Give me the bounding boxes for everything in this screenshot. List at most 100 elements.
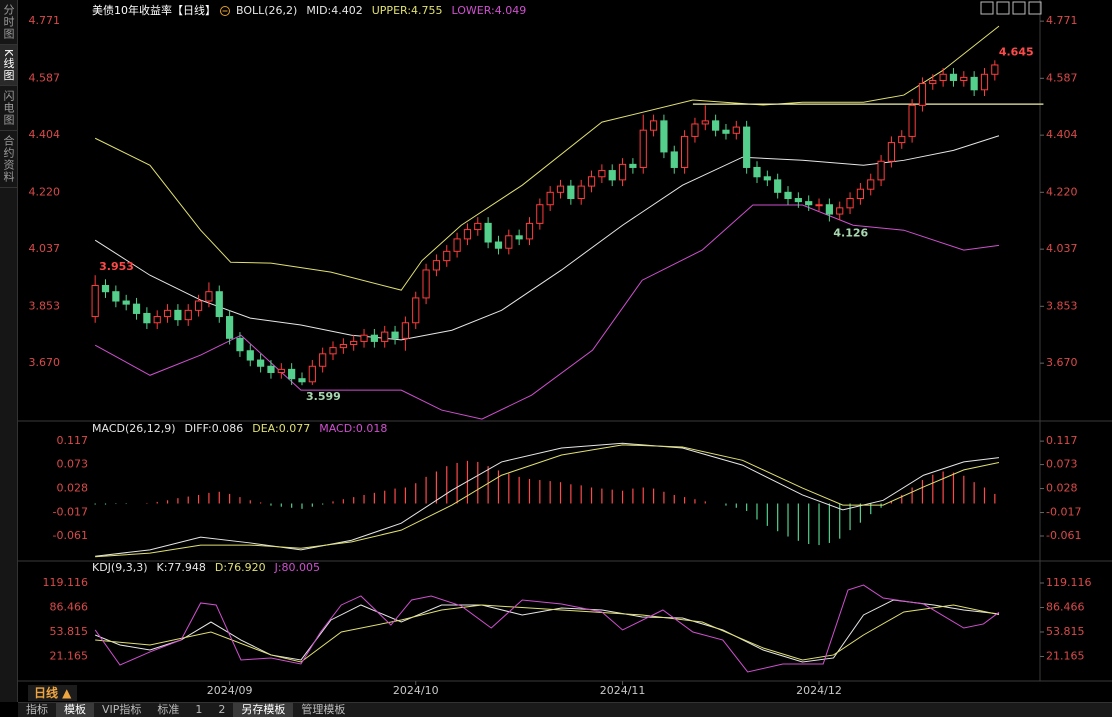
y-tick-label: 4.220: [1046, 185, 1078, 198]
legend-item: UPPER:4.755: [372, 4, 443, 17]
candle-body: [412, 297, 420, 324]
tab[interactable]: 1: [195, 703, 203, 716]
x-tick-label: 2024/12: [796, 684, 842, 697]
y-tick-label: 4.404: [1046, 128, 1078, 141]
candle-body: [856, 188, 865, 200]
candle-body: [277, 368, 285, 373]
candle-body: [443, 250, 451, 262]
y-tick-label: 3.670: [1046, 356, 1078, 369]
y-tick-label: 4.037: [29, 242, 61, 255]
candle-body: [236, 337, 244, 352]
candle-body: [836, 207, 844, 215]
candle-body: [525, 222, 534, 240]
candle-body: [618, 163, 627, 181]
y-tick-label: 86.466: [50, 600, 89, 613]
candle-body: [960, 76, 968, 81]
candle-body: [949, 73, 958, 81]
candle-body: [360, 334, 368, 342]
y-tick-label: 0.117: [57, 434, 89, 447]
legend-item: MACD(26,12,9): [92, 422, 176, 435]
icon-button[interactable]: [1012, 1, 1026, 15]
y-tick-label: 21.165: [1046, 649, 1085, 662]
candle-body: [494, 241, 503, 249]
candle-body: [691, 123, 699, 137]
x-tick-label: 2024/09: [207, 684, 253, 697]
tab[interactable]: 另存模板: [233, 703, 294, 717]
tab[interactable]: 指标: [26, 703, 48, 716]
y-tick-label: 53.815: [50, 625, 89, 638]
legend-item: MID:4.402: [306, 4, 362, 17]
candle-body: [546, 191, 554, 206]
legend-item: J:80.005: [274, 561, 320, 574]
indicator-line: [94, 135, 1000, 341]
footer-tabs: 指标 模板 VIP指标 标准 1 2 另存模板 管理模板: [18, 702, 1112, 717]
candle-body: [163, 309, 172, 318]
side-tab[interactable]: 分时图: [0, 0, 17, 45]
tab[interactable]: 2: [218, 703, 226, 716]
candle-body: [153, 316, 161, 324]
side-tab[interactable]: K线图: [0, 45, 17, 87]
y-tick-label: 0.073: [57, 458, 89, 471]
candle-body: [877, 160, 885, 181]
candle-body: [794, 198, 802, 203]
candle-body: [991, 64, 999, 75]
legend-item: MACD:0.018: [319, 422, 387, 435]
y-tick-label: 0.117: [1046, 434, 1078, 447]
legend-item: BOLL(26,2): [236, 4, 297, 17]
candle-body: [784, 191, 792, 200]
indicator-line: [94, 584, 1000, 673]
candle-body: [267, 365, 275, 373]
candle-body: [288, 368, 296, 380]
candle-body: [91, 284, 99, 318]
indicator-line: [95, 442, 1000, 557]
candle-body: [846, 198, 854, 209]
candle-body: [298, 378, 306, 383]
point-label: 3.599: [306, 390, 341, 403]
candle-body: [391, 331, 399, 339]
y-tick-label: 0.028: [1046, 482, 1078, 495]
tab[interactable]: 管理模板: [301, 703, 346, 716]
tab[interactable]: 模板: [56, 703, 94, 717]
candle-body: [308, 365, 316, 383]
candle-body: [587, 176, 596, 187]
icon-button[interactable]: [980, 1, 994, 15]
candle-body: [722, 129, 730, 134]
side-tab[interactable]: 闪电图: [0, 86, 17, 132]
icon-button[interactable]: [1028, 1, 1042, 15]
candle-body: [319, 353, 327, 367]
y-tick-label: 3.670: [29, 356, 61, 369]
y-tick-label: 4.771: [29, 14, 61, 27]
legend-item: K:77.948: [157, 561, 206, 574]
candle-body: [422, 269, 430, 299]
indicator-line: [94, 599, 1000, 663]
y-tick-label: 4.771: [1046, 14, 1078, 27]
y-tick-label: -0.017: [1046, 506, 1081, 519]
y-tick-label: 4.037: [1046, 242, 1078, 255]
candle-body: [825, 204, 833, 215]
y-tick-label: 3.853: [1046, 299, 1078, 312]
candle-body: [980, 73, 989, 91]
y-tick-label: 53.815: [1046, 625, 1085, 638]
candle-body: [608, 170, 616, 181]
point-label: 3.953: [99, 260, 134, 273]
tab[interactable]: VIP指标: [102, 703, 142, 716]
candle-body: [815, 204, 823, 207]
candle-body: [732, 126, 740, 134]
tab[interactable]: 标准: [157, 703, 180, 716]
legend-item: D:76.920: [215, 561, 266, 574]
side-tab[interactable]: 合约资料: [0, 131, 17, 189]
candle-body: [898, 135, 906, 144]
x-tick-label: 2024/11: [600, 684, 646, 697]
candle-body: [577, 185, 585, 200]
period-button[interactable]: 日线 ▲: [28, 685, 78, 701]
legend-item: LOWER:4.049: [452, 4, 527, 17]
indicator-line: [94, 25, 1000, 291]
candle-body: [929, 79, 937, 85]
toolbar-icons: [980, 1, 1042, 15]
candle-body: [257, 359, 265, 367]
icon-button[interactable]: [996, 1, 1010, 15]
indicator-line: [95, 604, 1000, 663]
y-tick-label: 119.116: [1046, 576, 1092, 589]
candle-body: [556, 185, 565, 193]
y-tick-label: 4.404: [29, 128, 61, 141]
